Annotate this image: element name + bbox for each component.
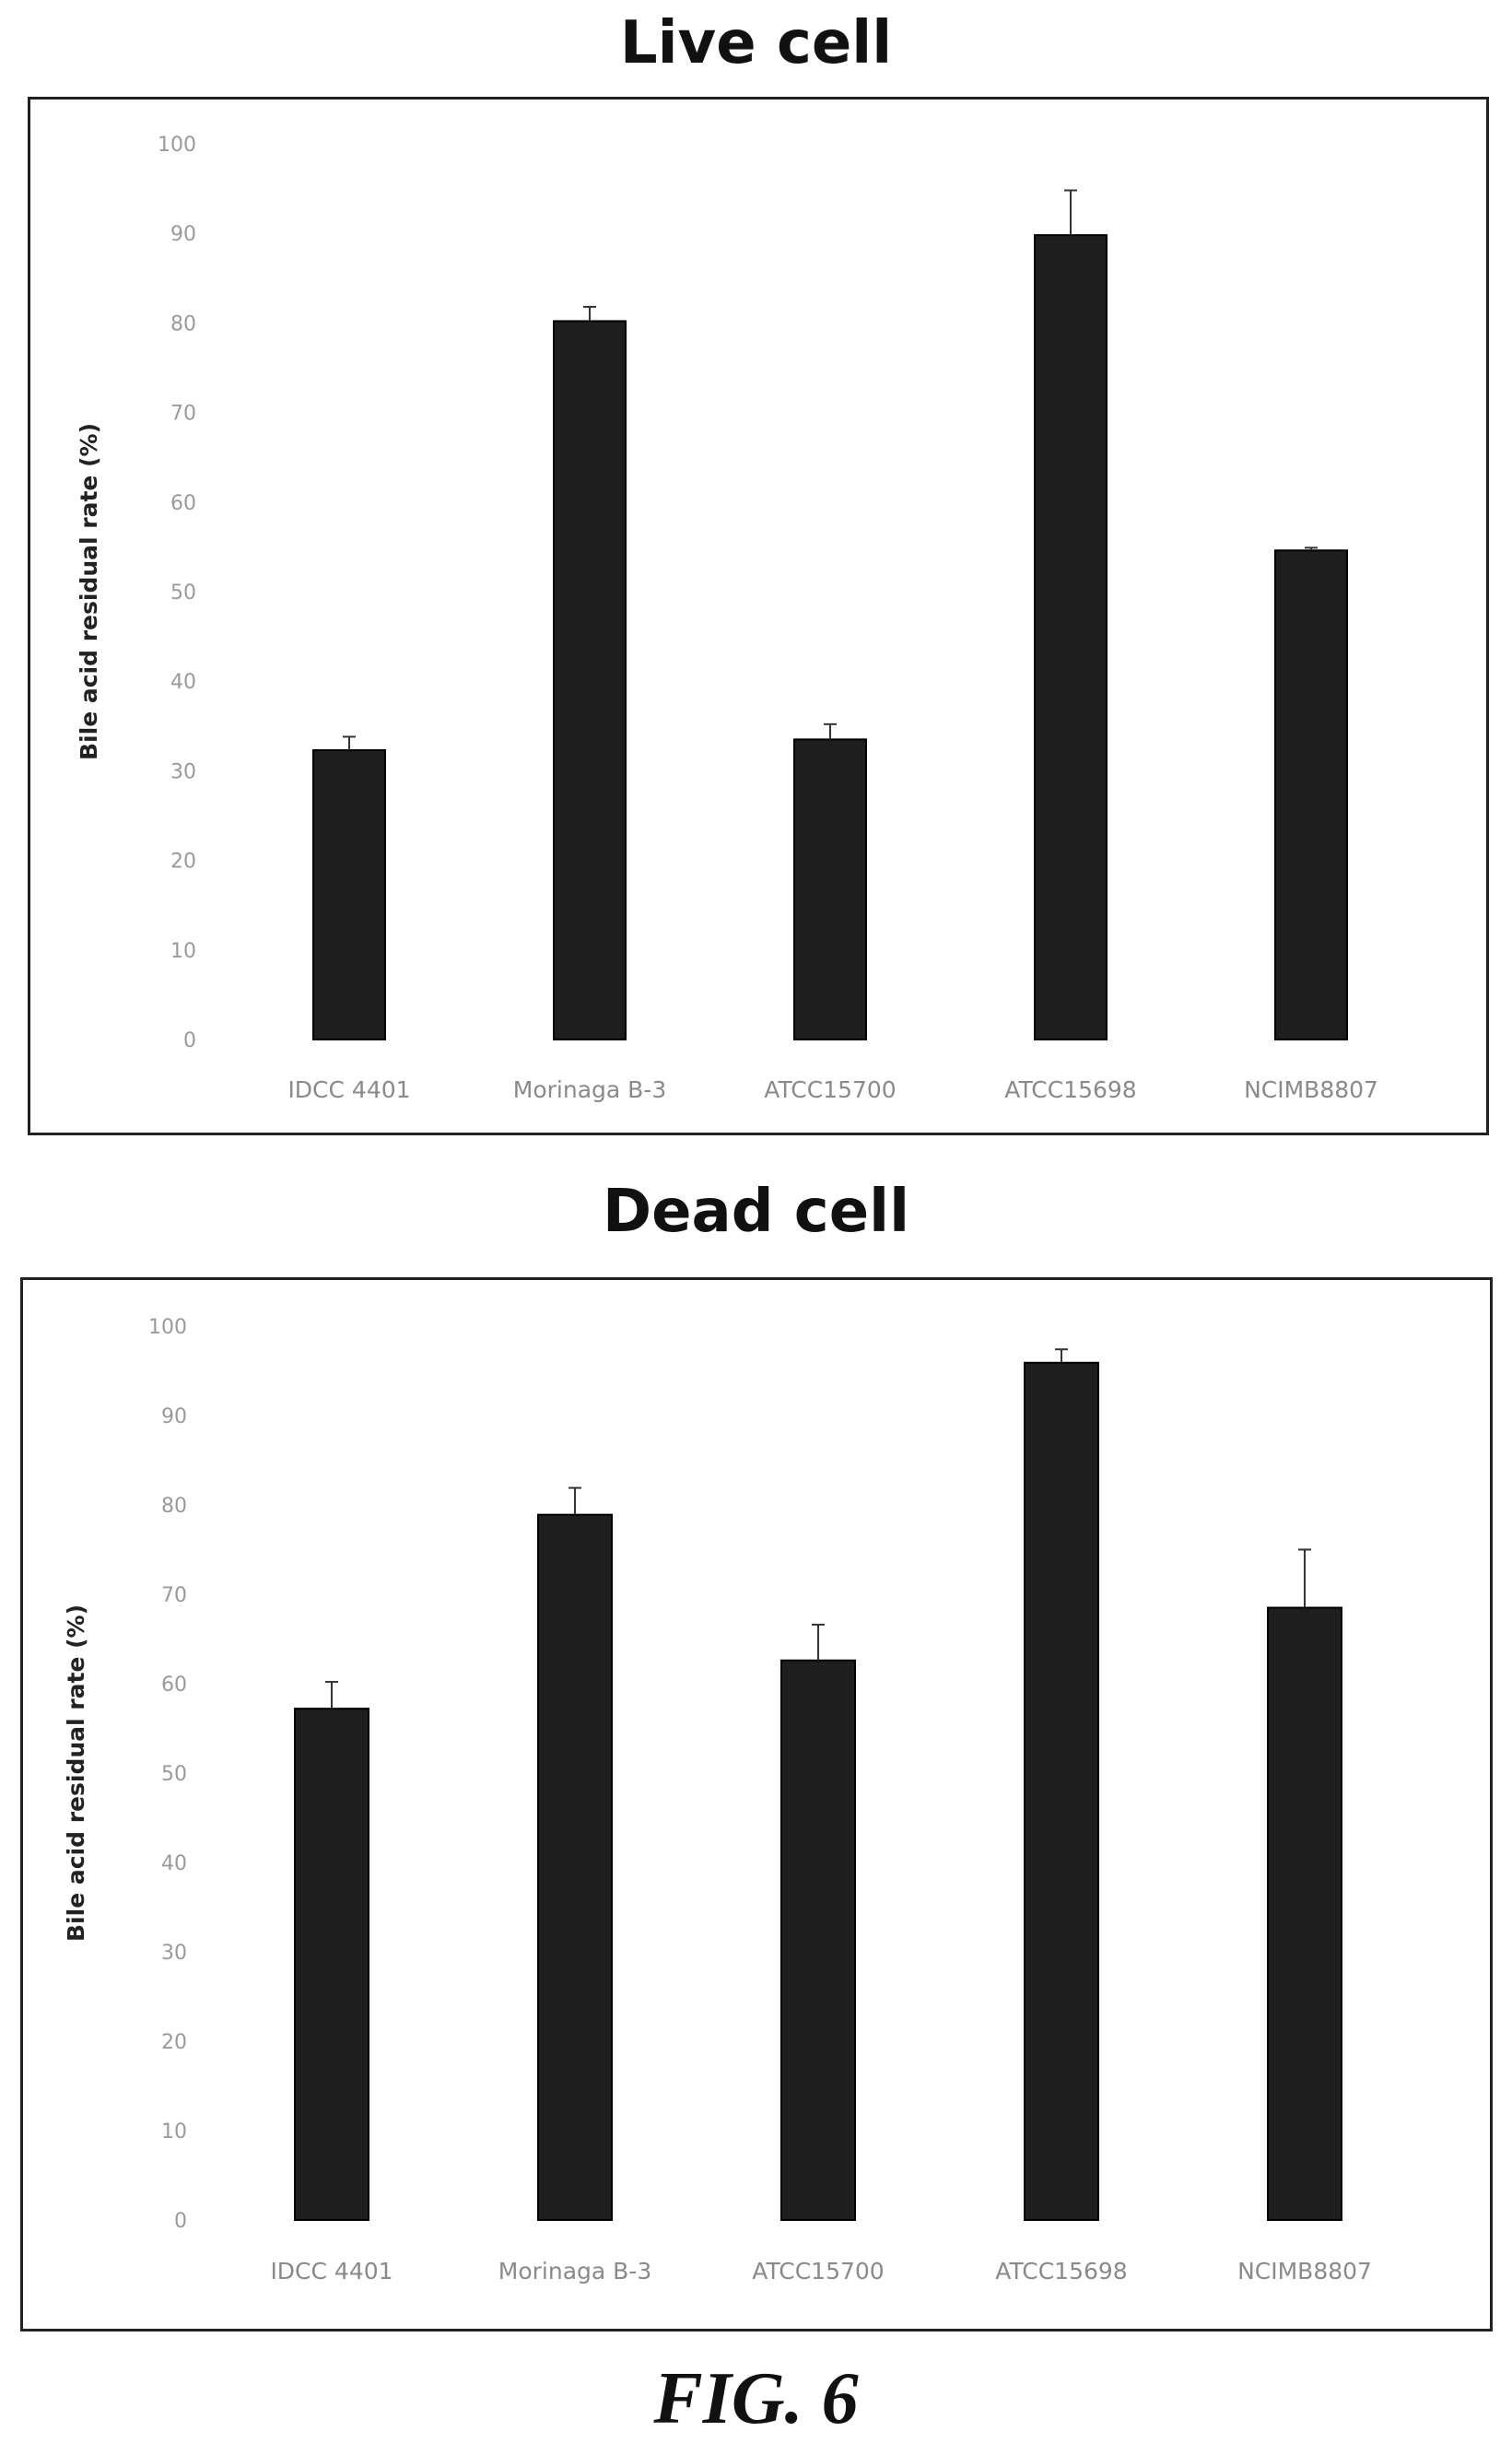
y-tick-label: 70 bbox=[170, 403, 196, 426]
y-tick-label: 20 bbox=[161, 2031, 187, 2054]
y-tick-label: 40 bbox=[161, 1852, 187, 1875]
chart-title-dead-cell: Dead cell bbox=[602, 1178, 910, 1246]
bar bbox=[1024, 1361, 1099, 2221]
y-tick-label: 10 bbox=[161, 2120, 187, 2143]
y-tick-label: 0 bbox=[183, 1029, 196, 1052]
y-axis-label: Bile acid residual rate (%) bbox=[76, 423, 102, 760]
bar-chart-dead-cell: 0 10 20 30 40 50 60 70 80 90 100 Bile acid residual… bbox=[63, 1316, 1372, 2284]
figure-label: FIG. 6 bbox=[653, 2358, 859, 2439]
x-category-label: NCIMB8807 bbox=[1244, 1076, 1378, 1103]
y-tick-label: 10 bbox=[170, 940, 196, 963]
x-category-label: IDCC 4401 bbox=[287, 1076, 410, 1103]
bar bbox=[1034, 234, 1108, 1041]
y-tick-label: 100 bbox=[148, 1316, 187, 1339]
y-axis-label: Bile acid residual rate (%) bbox=[63, 1604, 89, 1942]
y-tick-label: 80 bbox=[170, 312, 196, 335]
bar-chart-live-cell: 0 10 20 30 40 50 60 70 80 90 100 Bile acid residual… bbox=[76, 134, 1378, 1103]
bar bbox=[294, 1708, 369, 2222]
chart-title-live-cell: Live cell bbox=[619, 9, 893, 77]
y-tick-label: 90 bbox=[161, 1405, 187, 1428]
y-tick-label: 70 bbox=[161, 1584, 187, 1607]
bar bbox=[1267, 1606, 1342, 2221]
x-category-label: ATCC15700 bbox=[764, 1076, 896, 1103]
bar bbox=[780, 1659, 856, 2221]
bar bbox=[1274, 549, 1348, 1040]
bar bbox=[312, 749, 386, 1040]
bar bbox=[793, 738, 867, 1040]
y-tick-label: 90 bbox=[170, 223, 196, 246]
x-category-label: Morinaga B-3 bbox=[513, 1076, 666, 1103]
y-tick-label: 100 bbox=[158, 134, 196, 157]
x-category-label: NCIMB8807 bbox=[1237, 2258, 1372, 2284]
x-category-label: ATCC15698 bbox=[995, 2258, 1127, 2284]
bar bbox=[537, 1513, 613, 2222]
y-tick-label: 60 bbox=[161, 1674, 187, 1697]
y-tick-label: 80 bbox=[161, 1495, 187, 1518]
y-tick-label: 0 bbox=[174, 2210, 187, 2233]
chart-panel-live-cell: 0 10 20 30 40 50 60 70 80 90 100 Bile acid residual… bbox=[28, 97, 1489, 1135]
y-tick-label: 30 bbox=[170, 760, 196, 783]
y-tick-label: 50 bbox=[161, 1763, 187, 1786]
x-category-label: IDCC 4401 bbox=[270, 2258, 393, 2284]
chart-panel-dead-cell: 0 10 20 30 40 50 60 70 80 90 100 Bile acid residual… bbox=[20, 1277, 1493, 2331]
y-tick-label: 50 bbox=[170, 581, 196, 605]
x-category-label: ATCC15698 bbox=[1004, 1076, 1136, 1103]
y-tick-label: 20 bbox=[170, 851, 196, 874]
x-category-label: Morinaga B-3 bbox=[498, 2258, 651, 2284]
y-tick-label: 30 bbox=[161, 1942, 187, 1965]
x-category-label: ATCC15700 bbox=[752, 2258, 884, 2284]
bar bbox=[553, 320, 627, 1040]
y-tick-label: 40 bbox=[170, 671, 196, 694]
y-tick-label: 60 bbox=[170, 492, 196, 515]
